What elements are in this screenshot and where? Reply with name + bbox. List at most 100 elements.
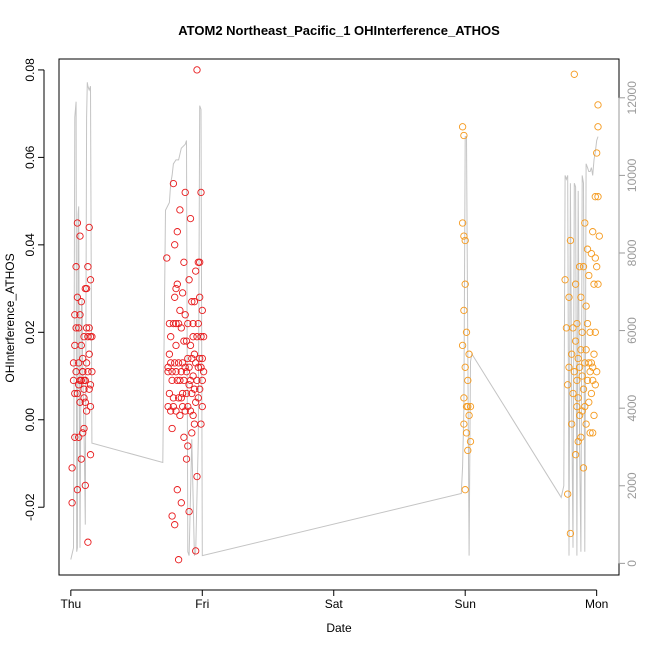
data-point — [88, 333, 96, 341]
data-point — [581, 402, 589, 411]
data-point — [574, 394, 582, 402]
data-point — [75, 324, 83, 332]
data-point — [186, 214, 195, 223]
data-point — [184, 319, 192, 328]
y-tick-label: 0.08 — [23, 58, 37, 82]
data-point — [593, 263, 601, 271]
data-point — [79, 354, 87, 363]
data-point — [460, 394, 468, 402]
data-point — [190, 350, 199, 358]
data-point — [460, 420, 468, 428]
data-point — [180, 376, 188, 385]
data-point — [577, 293, 585, 301]
data-point — [193, 66, 201, 74]
data-point — [575, 263, 584, 271]
data-point — [461, 486, 469, 494]
data-point — [86, 276, 95, 284]
data-point — [176, 376, 184, 385]
data-point — [458, 341, 467, 350]
data-point — [85, 350, 93, 358]
data-point — [164, 368, 172, 376]
data-point — [185, 363, 193, 371]
data-point — [84, 368, 92, 376]
data-point — [590, 280, 598, 288]
data-point — [177, 394, 185, 402]
data-point — [188, 298, 196, 306]
data-point — [181, 188, 189, 197]
data-point — [82, 407, 91, 415]
data-point — [88, 368, 96, 376]
data-point — [181, 363, 189, 371]
data-point — [585, 359, 593, 367]
data-point — [199, 368, 208, 376]
y2-tick-label: 12000 — [625, 81, 639, 115]
data-point — [180, 433, 188, 441]
data-point — [464, 402, 472, 411]
data-point — [579, 464, 588, 472]
data-point — [180, 337, 188, 345]
data-point — [82, 324, 91, 332]
data-point — [189, 333, 197, 341]
data-point — [165, 389, 174, 398]
data-point — [77, 298, 85, 306]
data-point — [77, 341, 85, 350]
data-point — [178, 389, 187, 398]
data-point — [568, 350, 576, 358]
data-point — [573, 319, 581, 328]
data-point — [171, 521, 179, 529]
data-point — [197, 188, 205, 197]
data-point — [196, 258, 204, 266]
data-point — [198, 306, 206, 315]
data-point — [177, 499, 185, 507]
x-tick-label: Sat — [325, 597, 344, 611]
y2-tick-label: 6000 — [625, 317, 639, 344]
y2-tick-label: 10000 — [625, 158, 639, 192]
data-point — [460, 131, 468, 140]
data-point — [174, 556, 183, 564]
data-point — [171, 293, 179, 301]
data-point — [193, 376, 201, 385]
data-point — [570, 368, 578, 376]
data-point — [176, 411, 184, 420]
data-point — [182, 455, 191, 463]
data-point — [578, 372, 586, 380]
data-point — [176, 206, 184, 214]
data-point — [86, 381, 95, 389]
data-point — [77, 455, 85, 463]
y-tick-label: 0.00 — [23, 408, 37, 432]
data-point — [198, 376, 206, 385]
data-point — [192, 547, 200, 555]
data-point — [177, 324, 185, 332]
data-point — [587, 249, 596, 258]
y2-tick-label: 4000 — [625, 395, 639, 422]
data-point — [594, 193, 602, 201]
data-point — [561, 276, 569, 284]
data-point — [173, 228, 181, 236]
data-point — [565, 293, 573, 301]
data-point — [190, 298, 199, 306]
data-point — [566, 529, 575, 538]
data-point — [172, 368, 180, 376]
data-point — [460, 306, 468, 315]
data-point — [185, 276, 193, 284]
data-point — [594, 280, 602, 288]
data-point — [573, 402, 581, 411]
data-point — [184, 354, 192, 363]
data-point — [173, 486, 181, 494]
data-point — [585, 398, 593, 406]
data-point — [196, 354, 204, 363]
data-point — [196, 385, 204, 393]
data-point — [591, 328, 599, 336]
data-point — [169, 394, 178, 402]
data-point — [591, 193, 599, 201]
data-point — [569, 324, 577, 332]
data-point — [81, 398, 89, 406]
data-point — [189, 319, 197, 328]
data-point — [80, 394, 88, 402]
data-point — [198, 402, 206, 411]
left-axis: -0.02 0.00 0.02 0.04 0.06 0.08 — [23, 58, 45, 521]
data-point — [86, 451, 95, 459]
data-point — [84, 538, 92, 546]
data-point — [460, 232, 468, 240]
